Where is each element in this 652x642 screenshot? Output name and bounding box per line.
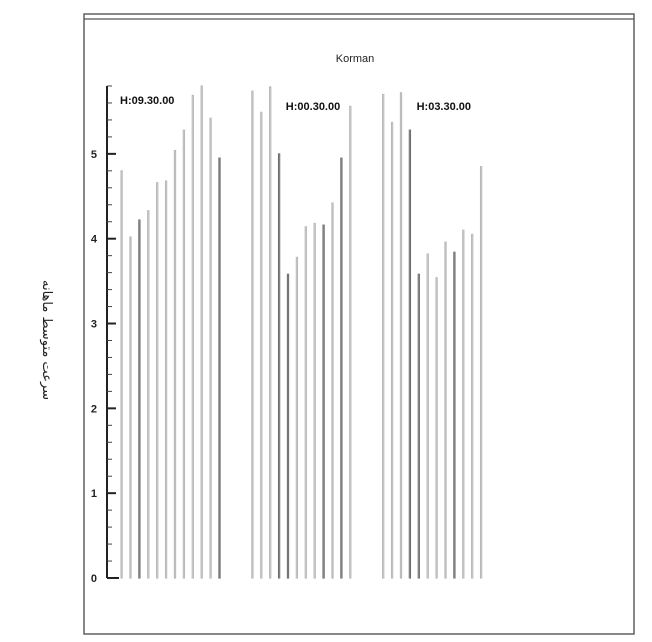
bar-1-5 [156,182,159,579]
group-labels: H:09.30.00 H:00.30.00 H:03.30.00 [120,95,471,113]
bar-3-7 [435,277,438,579]
group-label-1: H:09.30.00 [120,95,174,107]
bar-1-1 [120,170,123,579]
bar-3-2 [390,121,394,579]
bar-2-7 [304,226,307,579]
bar-2-1 [251,90,254,579]
bar-2-5 [286,273,290,579]
bar-3-11 [471,233,474,579]
bar-2-2 [260,111,263,579]
y-tick-label: 2 [91,403,97,415]
y-tick-label: 3 [91,319,97,331]
y-tick-label: 0 [91,573,97,585]
bar-1-6 [164,180,168,579]
bar-2-11 [340,157,343,579]
y-axis-label: سرعت متوسط ماهانه [39,280,54,400]
bar-3-1 [382,93,385,579]
bar-3-12 [479,166,483,579]
bar-series [120,85,483,579]
bar-3-9 [453,251,456,579]
bar-3-8 [444,241,447,579]
bar-1-8 [182,129,186,579]
group-label-3: H:03.30.00 [417,101,471,113]
bar-1-9 [191,94,194,579]
bar-1-2 [129,236,132,579]
bar-2-6 [295,256,299,579]
bar-2-3 [269,86,272,579]
y-tick-label: 1 [91,488,97,500]
plot-frame [83,13,635,635]
bar-3-3 [399,92,403,579]
bar-1-11 [209,117,212,579]
y-axis: 0 1 2 3 4 5 [91,85,119,585]
bar-3-10 [462,229,465,579]
bar-2-8 [313,222,316,579]
bar-1-12 [218,157,221,579]
bar-3-5 [417,273,420,579]
bar-3-6 [426,253,429,579]
bar-2-10 [331,202,334,579]
bar-3-4 [408,129,412,579]
y-tick-label: 4 [91,234,98,246]
bar-1-10 [200,85,203,579]
bar-1-7 [173,149,177,579]
bar-2-9 [322,224,325,579]
bar-2-12 [349,105,352,579]
bar-1-3 [138,219,141,579]
group-label-2: H:00.30.00 [286,101,340,113]
chart-title: Korman [336,53,375,65]
bar-1-4 [147,210,150,579]
bar-2-4 [277,153,281,579]
y-tick-label: 5 [91,149,97,161]
